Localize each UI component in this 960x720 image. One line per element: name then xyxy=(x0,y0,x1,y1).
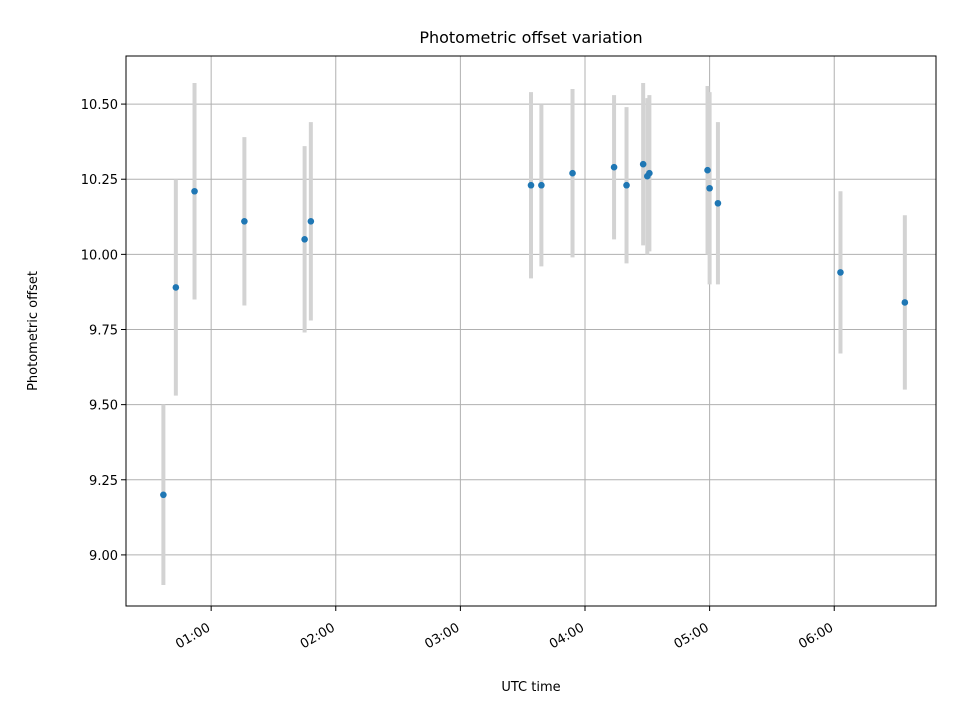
data-point xyxy=(569,169,576,177)
data-point xyxy=(704,166,711,174)
data-point xyxy=(706,184,713,192)
data-point xyxy=(646,169,653,177)
data-point xyxy=(191,187,198,195)
y-tick-label: 9.00 xyxy=(89,549,118,564)
x-axis-label: UTC time xyxy=(501,680,560,695)
x-tick-label: 03:00 xyxy=(422,620,462,652)
data-point xyxy=(901,299,909,306)
error-bars xyxy=(161,83,907,585)
data-point xyxy=(538,181,545,189)
x-tick-label: 01:00 xyxy=(173,620,213,652)
x-tick-label: 06:00 xyxy=(796,620,836,652)
y-tick-label: 9.50 xyxy=(89,399,118,414)
data-point xyxy=(714,199,722,207)
data-point xyxy=(301,236,308,243)
data-point xyxy=(307,218,315,225)
y-tick-label: 10.50 xyxy=(81,98,118,113)
y-tick-label: 9.75 xyxy=(89,323,118,338)
x-tick-label: 04:00 xyxy=(547,620,587,652)
data-point xyxy=(241,218,248,225)
data-points xyxy=(160,160,909,499)
y-tick-label: 10.00 xyxy=(81,248,118,263)
data-point xyxy=(610,163,618,171)
data-point xyxy=(160,491,167,499)
chart-title: Photometric offset variation xyxy=(419,28,642,47)
data-point xyxy=(172,284,180,291)
x-tick-label: 02:00 xyxy=(298,620,338,652)
y-tick-label: 10.25 xyxy=(81,173,118,188)
data-point xyxy=(623,181,630,189)
y-axis-label: Photometric offset xyxy=(26,271,41,391)
data-point xyxy=(527,181,535,189)
y-tick-label: 9.25 xyxy=(89,474,118,489)
data-point xyxy=(837,269,844,276)
x-tick-label: 05:00 xyxy=(672,620,712,652)
plot-frame xyxy=(125,55,937,607)
data-point xyxy=(639,160,647,168)
